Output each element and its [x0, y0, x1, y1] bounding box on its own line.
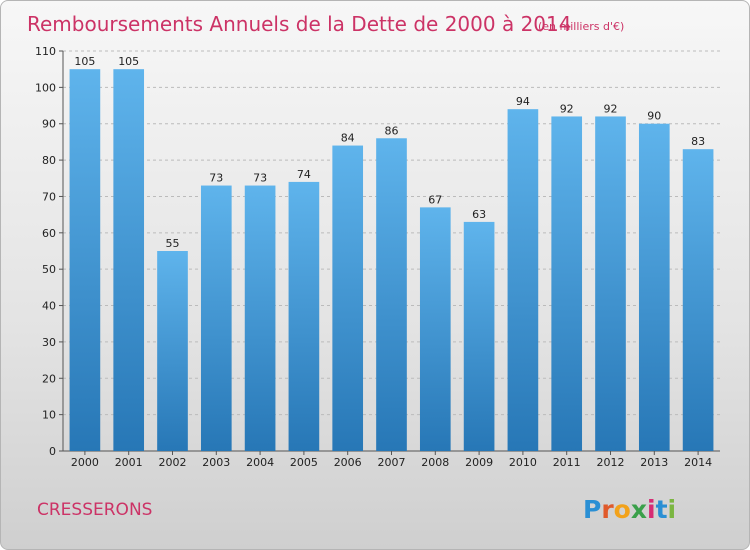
- data-label-2003: 73: [209, 172, 223, 185]
- data-label-2014: 83: [691, 135, 705, 148]
- data-labels: 105 105 55 73 73 74 84 86 67 63 94 92 92 90 83: [74, 55, 705, 250]
- data-label-2008: 67: [428, 193, 442, 206]
- bar-2009: [463, 221, 495, 451]
- data-label-2010: 94: [516, 95, 530, 108]
- bar-2006: [332, 145, 364, 451]
- data-label-2005: 74: [297, 168, 311, 181]
- commune-name: CRESSERONS: [37, 500, 152, 520]
- bar-2012: [595, 116, 626, 452]
- bar-2001: [113, 69, 145, 451]
- data-label-2009: 63: [472, 208, 486, 221]
- bar-2003: [200, 185, 232, 451]
- logo-letter: o: [614, 495, 631, 524]
- data-label-2000: 105: [74, 55, 95, 68]
- x-tick-label-2010: 2010: [509, 456, 537, 469]
- x-tick-label-2014: 2014: [684, 456, 712, 469]
- y-tick-label: 100: [35, 81, 56, 94]
- x-tick-label-2008: 2008: [421, 456, 449, 469]
- y-tick-label: 50: [42, 263, 56, 276]
- x-tick-label-2001: 2001: [115, 456, 143, 469]
- data-label-2007: 86: [385, 124, 399, 137]
- x-tick-label-2007: 2007: [378, 456, 406, 469]
- bar-2000: [69, 69, 101, 451]
- data-label-2006: 84: [341, 132, 355, 145]
- x-tick-labels: 2000 2001 2002 2003 2004 2005 2006 2007 2008 2009…: [71, 456, 712, 469]
- y-tick-label: 90: [42, 118, 56, 131]
- bar-2010: [507, 109, 539, 451]
- y-tick-label: 110: [35, 45, 56, 58]
- proxiti-logo: Proxiti: [583, 495, 676, 524]
- data-label-2013: 90: [647, 110, 661, 123]
- bar-2004: [244, 185, 276, 451]
- y-tick-label: 10: [42, 409, 56, 422]
- logo-letter: i: [647, 495, 656, 524]
- bar-2007: [376, 138, 407, 452]
- bars: [69, 69, 714, 452]
- y-tick-label: 20: [42, 372, 56, 385]
- data-label-2012: 92: [604, 102, 618, 115]
- x-tick-label-2003: 2003: [202, 456, 230, 469]
- bar-2014: [682, 149, 714, 451]
- bar-2002: [157, 251, 188, 451]
- bar-2013: [638, 123, 670, 452]
- y-tick-label: 0: [49, 445, 56, 458]
- data-label-2011: 92: [560, 102, 574, 115]
- bar-2008: [419, 207, 451, 451]
- chart-subtitle: (en milliers d'€): [538, 20, 624, 33]
- data-label-2001: 105: [118, 55, 139, 68]
- x-tick-label-2013: 2013: [640, 456, 668, 469]
- x-tick-label-2011: 2011: [553, 456, 581, 469]
- y-tick-label: 30: [42, 336, 56, 349]
- x-tick-label-2005: 2005: [290, 456, 318, 469]
- logo-letter: r: [601, 495, 614, 524]
- x-tick-label-2000: 2000: [71, 456, 99, 469]
- x-tick-label-2012: 2012: [597, 456, 625, 469]
- y-tick-label: 40: [42, 300, 56, 313]
- y-tick-label: 70: [42, 190, 56, 203]
- data-label-2004: 73: [253, 172, 267, 185]
- bar-2005: [288, 181, 320, 451]
- logo-letter: P: [583, 495, 601, 524]
- bar-2011: [551, 116, 583, 452]
- logo-letter: i: [668, 495, 677, 524]
- data-label-2002: 55: [166, 237, 180, 250]
- x-tick-label-2006: 2006: [334, 456, 362, 469]
- chart-title: Remboursements Annuels de la Dette de 20…: [27, 12, 571, 36]
- logo-letter: x: [631, 495, 647, 524]
- y-tick-label: 80: [42, 154, 56, 167]
- x-tick-label-2004: 2004: [246, 456, 274, 469]
- logo-letter: t: [656, 495, 668, 524]
- x-tick-label-2002: 2002: [159, 456, 187, 469]
- y-tick-label: 60: [42, 227, 56, 240]
- y-tick-labels: 0 10 20 30 40 50 60 70 80 90 100 110: [35, 45, 56, 458]
- x-tick-label-2009: 2009: [465, 456, 493, 469]
